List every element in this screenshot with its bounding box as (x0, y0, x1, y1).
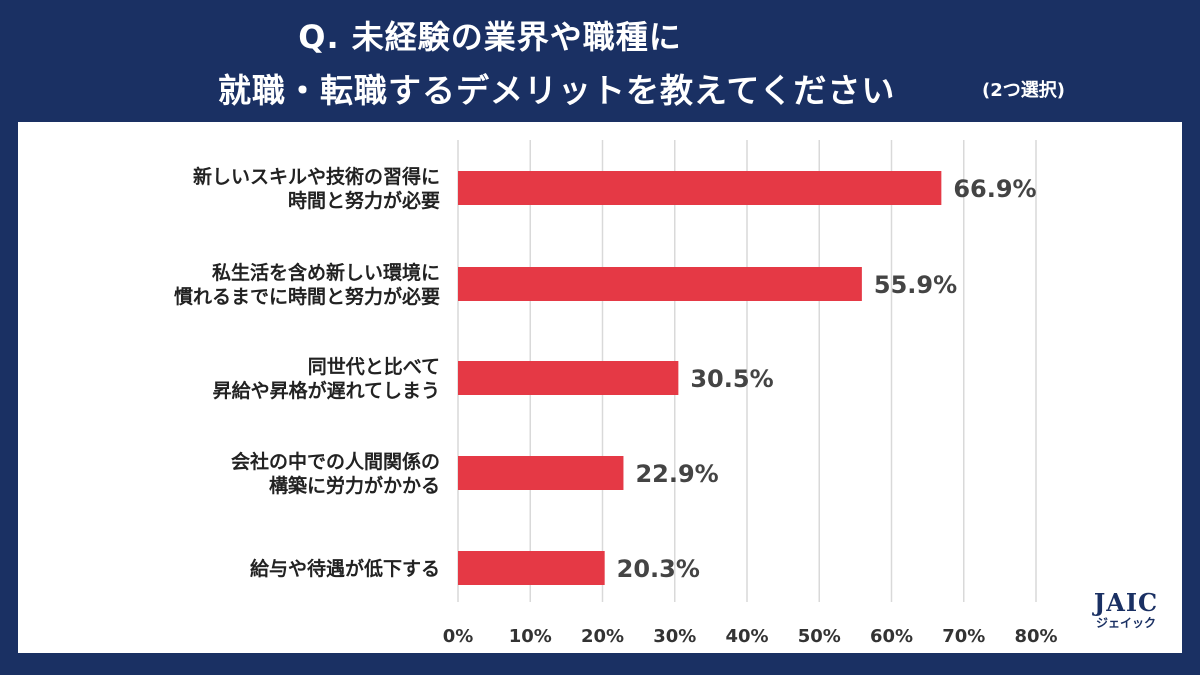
x-tick-label: 80% (1014, 626, 1057, 647)
logo-main-text: JAIC (1093, 588, 1159, 617)
bar (458, 267, 862, 301)
bar (458, 361, 679, 395)
x-tick-label: 50% (798, 626, 841, 647)
category-label: 私生活を含め新しい環境に (212, 261, 440, 284)
x-tick-label: 0% (443, 626, 474, 647)
x-tick-label: 10% (509, 626, 552, 647)
category-label: 新しいスキルや技術の習得に (193, 165, 440, 188)
title-note: (2つ選択) (982, 80, 1065, 101)
category-label: 慣れるまでに時間と努力が必要 (174, 285, 440, 308)
value-label: 22.9% (635, 460, 718, 488)
x-tick-label: 30% (653, 626, 696, 647)
x-tick-label: 60% (870, 626, 913, 647)
category-label: 昇給や昇格が遅れてしまう (213, 379, 440, 402)
x-tick-label: 70% (942, 626, 985, 647)
bar (458, 456, 624, 490)
category-label: 給与や待遇が低下する (250, 557, 440, 580)
value-label: 30.5% (690, 365, 773, 393)
chart-panel: 0% 10% 20% 30% 40% 50% 60% 70% 80% 66.9% 新しいスキルや技術… (18, 122, 1182, 653)
category-label: 構築に労力がかかる (269, 474, 440, 497)
x-tick-label: 40% (725, 626, 768, 647)
jaic-logo: JAIC ジェイック (1078, 588, 1174, 631)
logo-sub-text: ジェイック (1095, 616, 1156, 630)
value-label: 55.9% (874, 271, 957, 299)
category-label: 時間と努力が必要 (288, 189, 440, 212)
x-tick-label: 20% (581, 626, 624, 647)
category-label: 同世代と比べて (308, 356, 440, 378)
bar (458, 171, 942, 205)
title-line1: Q. 未経験の業界や職種に (298, 18, 682, 56)
value-label: 20.3% (617, 555, 700, 583)
category-label: 会社の中での人間関係の (231, 450, 440, 473)
bar-chart: 0% 10% 20% 30% 40% 50% 60% 70% 80% 66.9% 新しいスキルや技術… (174, 140, 1058, 647)
bar (458, 551, 605, 585)
value-label: 66.9% (953, 175, 1036, 203)
title-line2: 就職・転職するデメリットを教えてください (218, 71, 896, 110)
